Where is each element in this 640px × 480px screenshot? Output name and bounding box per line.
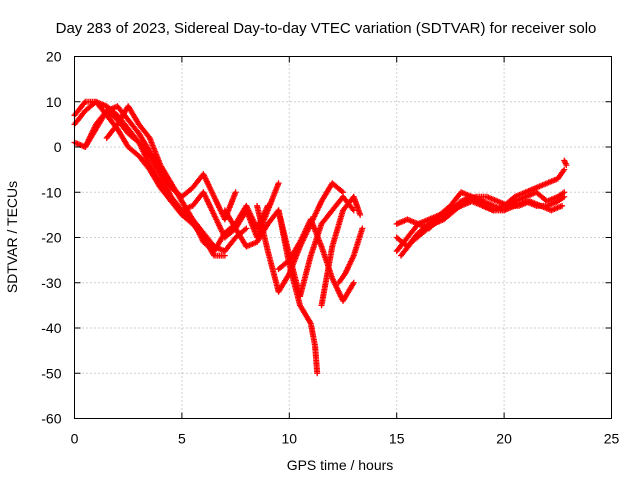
data-point	[314, 370, 321, 377]
data-point	[350, 279, 357, 286]
data-point	[232, 189, 239, 196]
y-tick-label: 0	[54, 139, 62, 155]
series-track-15	[397, 193, 566, 259]
y-tick-label: -30	[41, 275, 61, 291]
data-point	[243, 225, 250, 232]
data-point	[561, 193, 568, 200]
x-tick-labels: 0 5 10 15 20 25	[71, 431, 620, 447]
data-point	[563, 162, 570, 169]
data-point	[357, 211, 364, 218]
y-tick-label: -20	[41, 230, 61, 246]
y-tick-labels: -60 -50 -40 -30 -20 -10 0 10 20	[41, 49, 61, 427]
series-track-9	[275, 207, 321, 377]
x-tick-label: 5	[178, 431, 186, 447]
x-tick-label: 0	[71, 431, 79, 447]
data-point	[559, 202, 566, 209]
data-point	[264, 202, 271, 209]
data-point	[359, 225, 366, 232]
y-axis-label: SDTVAR / TECUs	[4, 181, 20, 293]
series-track-11	[335, 225, 366, 286]
y-tick-label: 20	[46, 49, 62, 65]
chart-title: Day 283 of 2023, Sidereal Day-to-day VTE…	[56, 20, 597, 37]
series-track-13	[393, 189, 568, 250]
y-tick-label: 10	[46, 94, 62, 110]
data-point	[275, 180, 282, 187]
x-tick-label: 20	[496, 431, 512, 447]
data-point	[561, 166, 568, 173]
y-tick-label: -10	[41, 184, 61, 200]
x-tick-label: 15	[389, 431, 405, 447]
x-axis-label: GPS time / hours	[287, 457, 394, 473]
y-tick-label: -60	[41, 411, 61, 427]
grid	[74, 56, 612, 419]
series-track-16	[561, 157, 570, 169]
data-point	[340, 189, 346, 196]
y-tick-label: -50	[41, 365, 61, 381]
series-track-12	[393, 166, 568, 255]
series-track-10	[318, 193, 364, 309]
axis-ticks	[74, 56, 612, 419]
y-tick-label: -40	[41, 320, 61, 336]
data-point-marker	[338, 188, 345, 195]
x-tick-label: 10	[282, 431, 298, 447]
data-points	[71, 98, 570, 377]
x-tick-label: 25	[604, 431, 620, 447]
data-point	[221, 252, 228, 259]
data-point-marker	[241, 226, 248, 233]
